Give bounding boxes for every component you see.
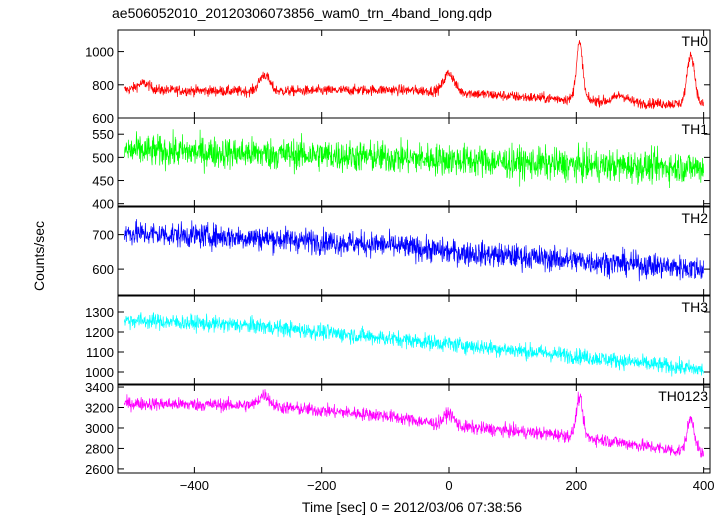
y-tick-label: 550 [92, 127, 114, 142]
y-tick-label: 1300 [85, 305, 114, 320]
panel-label-th0123: TH0123 [658, 388, 708, 404]
y-tick-label: 1000 [85, 365, 114, 380]
panel-frame [117, 295, 711, 385]
panel-th1: 400 450 500 550 TH1 [92, 117, 711, 212]
panel-th0123: 2600 2800 3000 3200 3400 TH0123 [85, 380, 711, 477]
x-tick-label: 200 [565, 478, 587, 493]
y-tick-label: 600 [92, 262, 114, 277]
y-axis-title: Counts/sec [31, 221, 47, 291]
y-tick-label: 3400 [85, 380, 114, 395]
y-tick-label: 2600 [85, 462, 114, 477]
y-tick-label: 400 [92, 197, 114, 212]
x-tick-label: 400 [693, 478, 715, 493]
x-tick-label: −400 [180, 478, 209, 493]
panel-frame [117, 117, 711, 207]
panel-th0: 600 800 1000 TH0 [85, 29, 711, 126]
y-tick-label: 1200 [85, 325, 114, 340]
series-line-th0123 [124, 389, 704, 458]
y-tick-label: 3200 [85, 401, 114, 416]
panel-frame [117, 384, 711, 474]
y-tick-label: 1000 [85, 45, 114, 60]
y-tick-label: 2800 [85, 441, 114, 456]
panel-label-th0: TH0 [682, 33, 709, 49]
panel-frame [117, 206, 711, 296]
y-tick-label: 500 [92, 150, 114, 165]
panel-frame [117, 29, 711, 119]
panel-label-th1: TH1 [682, 121, 709, 137]
series-line-th1 [124, 129, 704, 189]
y-tick-label: 1100 [86, 345, 114, 360]
series-line-th0 [124, 40, 704, 110]
series-line-th3 [124, 312, 704, 377]
x-axis-title: Time [sec] 0 = 2012/03/06 07:38:56 [302, 499, 522, 515]
x-tick-label: 0 [445, 478, 452, 493]
panel-label-th2: TH2 [682, 210, 709, 226]
panel-th3: 1000 1100 1200 1300 TH3 [85, 295, 711, 385]
x-tick-label: −200 [307, 478, 336, 493]
series-line-th2 [124, 219, 704, 282]
y-tick-label: 700 [92, 228, 114, 243]
y-tick-label: 600 [92, 111, 114, 126]
y-tick-label: 800 [92, 78, 114, 93]
x-axis: −400 −200 0 200 400 [180, 478, 715, 493]
y-tick-label: 450 [92, 174, 114, 189]
panel-th2: 600 700 TH2 [92, 206, 711, 296]
y-tick-label: 3000 [85, 421, 114, 436]
panel-label-th3: TH3 [682, 299, 709, 315]
chart-title: ae506052010_20120306073856_wam0_trn_4ban… [112, 5, 492, 21]
panels-group: 600 800 1000 TH0 400 450 500 550 TH1 600 700 TH2 100… [85, 29, 711, 477]
